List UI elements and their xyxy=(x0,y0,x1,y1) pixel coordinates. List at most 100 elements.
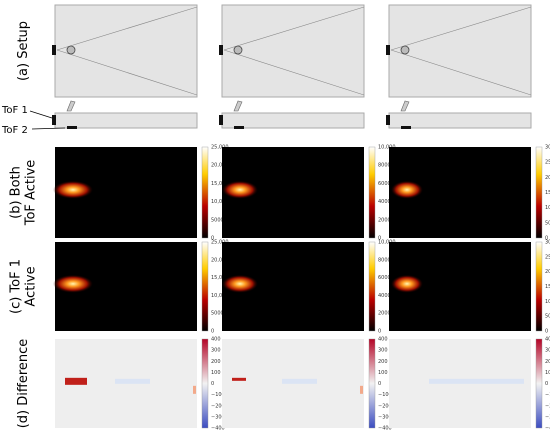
row-label: (b) Both ToF Active xyxy=(9,160,39,227)
colorbar-tick: 8000 xyxy=(378,257,391,263)
object-side xyxy=(233,100,243,112)
setup-panel xyxy=(388,4,532,98)
colorbar-tick: 25,000 xyxy=(211,145,229,151)
positive-diff xyxy=(232,377,246,381)
sensor-1 xyxy=(219,115,223,125)
colorbar-tick: 10,000 xyxy=(378,145,396,151)
sensor-2 xyxy=(67,126,77,129)
colorbar-tick: 3000 xyxy=(545,145,550,151)
colorbar-tick: 4000 xyxy=(378,293,391,299)
edge-diff xyxy=(360,385,363,394)
colorbar-tick: 200 xyxy=(545,359,550,365)
colorbar-tick: 6000 xyxy=(378,275,391,281)
negative-diff xyxy=(429,378,524,384)
negative-diff xyxy=(282,378,317,384)
hotspot xyxy=(222,274,258,293)
colorbar-tick: 2000 xyxy=(378,217,391,223)
row-label-line: Active xyxy=(24,266,39,306)
colorbar-tick: 300 xyxy=(545,348,550,354)
colorbar-tick: −300 xyxy=(378,414,392,420)
colorbar xyxy=(368,146,376,239)
row-label: (c) ToF 1 Active xyxy=(9,259,39,314)
row-label-line: (d) Difference xyxy=(16,339,31,429)
colorbar-tick: −100 xyxy=(545,392,550,398)
colorbar-tick: 400 xyxy=(545,337,550,343)
colorbar-tick: −100 xyxy=(378,392,392,398)
sensor-label: ToF 2 xyxy=(1,125,28,136)
colorbar-tick: 2500 xyxy=(545,254,550,260)
colorbar-tick: 8000 xyxy=(378,163,391,169)
colorbar-tick: 0 xyxy=(211,236,214,242)
hotspot xyxy=(391,274,423,293)
row-label: (d) Difference xyxy=(16,339,31,429)
colorbar-tick: 0 xyxy=(545,236,548,242)
colorbar-tick: 100 xyxy=(378,370,388,376)
edge-diff xyxy=(193,385,196,394)
colorbar-tick: 0 xyxy=(545,329,548,335)
colorbar-tick: 15,000 xyxy=(211,181,229,187)
fov xyxy=(390,49,532,96)
object xyxy=(400,45,410,55)
colorbar xyxy=(368,338,376,429)
colorbar-tick: 0 xyxy=(378,236,381,242)
colorbar-tick: −200 xyxy=(378,403,392,409)
fov xyxy=(223,6,365,51)
fov xyxy=(56,6,198,51)
fov xyxy=(390,6,532,51)
colorbar-tick: 6000 xyxy=(378,181,391,187)
setup-panel xyxy=(54,4,198,98)
colorbar xyxy=(535,241,543,332)
colorbar-tick: 1500 xyxy=(545,190,550,196)
colorbar-tick: 100 xyxy=(211,370,221,376)
colorbar-tick: −400 xyxy=(378,426,392,432)
colorbar-tick: 10,000 xyxy=(378,240,396,246)
object-side xyxy=(66,100,76,112)
object xyxy=(233,45,243,55)
sensor-label: ToF 1 xyxy=(1,105,28,116)
object-side xyxy=(400,100,410,112)
colorbar-tick: 3000 xyxy=(545,240,550,246)
colorbar-tick: 2500 xyxy=(545,160,550,166)
colorbar-tick: 1500 xyxy=(545,284,550,290)
colorbar xyxy=(201,146,209,239)
row-label-line: (a) Setup xyxy=(16,21,31,81)
colorbar-tick: 2000 xyxy=(545,175,550,181)
colorbar-tick: 10,000 xyxy=(211,293,229,299)
sensor-1 xyxy=(386,115,390,125)
colorbar-tick: 400 xyxy=(211,337,221,343)
fov xyxy=(223,49,365,96)
colorbar-tick: 400 xyxy=(378,337,388,343)
colorbar-tick: 500 xyxy=(545,220,550,226)
sensor-2 xyxy=(401,126,411,129)
colorbar-tick: 2000 xyxy=(545,269,550,275)
sensor xyxy=(386,45,390,55)
setup-panel xyxy=(221,4,365,98)
colorbar-tick: 15,000 xyxy=(211,275,229,281)
hotspot xyxy=(53,274,93,293)
arrow xyxy=(31,127,66,130)
colorbar-tick: 10,000 xyxy=(211,199,229,205)
colorbar xyxy=(535,338,543,429)
row-label-line: (b) Both xyxy=(9,166,24,219)
side-panel xyxy=(221,112,365,129)
sensor-1 xyxy=(52,115,56,125)
colorbar-tick: 4000 xyxy=(378,199,391,205)
colorbar-tick: 0 xyxy=(545,381,548,387)
colorbar-tick: −100 xyxy=(211,392,225,398)
colorbar-tick: 2000 xyxy=(378,311,391,317)
colorbar-tick: 0 xyxy=(211,329,214,335)
row-label-line: (c) ToF 1 xyxy=(9,259,24,314)
colorbar xyxy=(535,146,543,239)
colorbar-tick: 25,000 xyxy=(211,240,229,246)
hotspot xyxy=(53,180,93,199)
colorbar-tick: −300 xyxy=(545,414,550,420)
colorbar-tick: 300 xyxy=(211,348,221,354)
colorbar-tick: 200 xyxy=(211,359,221,365)
colorbar-tick: 100 xyxy=(545,370,550,376)
colorbar-tick: −200 xyxy=(545,403,550,409)
colorbar-tick: 20,000 xyxy=(211,163,229,169)
sensor xyxy=(52,45,56,55)
